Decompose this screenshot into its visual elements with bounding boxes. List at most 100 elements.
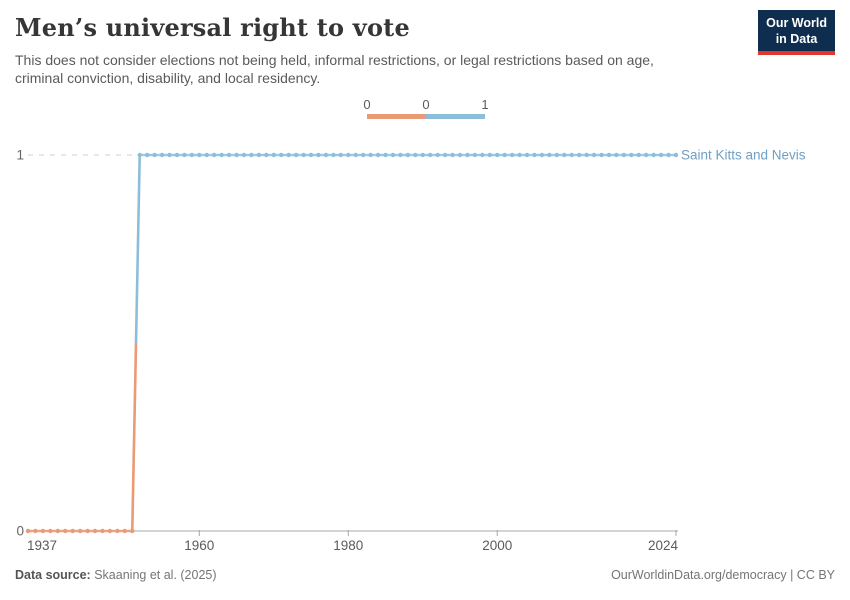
data-source-label: Data source: bbox=[15, 568, 91, 582]
data-point bbox=[442, 152, 448, 158]
data-point bbox=[532, 152, 537, 158]
data-point bbox=[167, 152, 172, 158]
data-point bbox=[390, 152, 396, 158]
data-point bbox=[524, 152, 530, 158]
x-axis-label: 1937 bbox=[27, 538, 57, 553]
data-point bbox=[279, 152, 284, 158]
x-axis-label: 1980 bbox=[333, 538, 363, 553]
credit-link[interactable]: OurWorldinData.org/democracy | CC BY bbox=[611, 568, 835, 582]
data-point bbox=[547, 152, 552, 158]
data-point bbox=[122, 528, 128, 534]
data-point bbox=[606, 152, 612, 158]
data-point bbox=[40, 528, 46, 534]
data-point bbox=[55, 528, 60, 534]
data-point bbox=[33, 528, 38, 534]
data-point bbox=[353, 152, 358, 158]
data-point bbox=[92, 528, 98, 534]
data-point bbox=[159, 152, 165, 158]
data-point bbox=[651, 152, 656, 158]
data-point bbox=[197, 152, 202, 158]
data-point bbox=[85, 528, 90, 534]
y-axis-label: 1 bbox=[16, 148, 24, 163]
legend-swatch-0 bbox=[367, 114, 426, 119]
data-point bbox=[293, 152, 299, 158]
data-point bbox=[219, 152, 224, 158]
data-point bbox=[360, 152, 366, 158]
legend-color-strip bbox=[367, 114, 485, 119]
series-step bbox=[130, 342, 138, 532]
data-point bbox=[226, 152, 232, 158]
data-point bbox=[189, 152, 195, 158]
entity-label[interactable]: Saint Kitts and Nevis bbox=[681, 148, 806, 163]
owid-logo-line1: Our World bbox=[766, 16, 827, 30]
data-point bbox=[405, 152, 411, 158]
data-point bbox=[554, 152, 560, 158]
data-point bbox=[115, 528, 120, 534]
data-point bbox=[368, 152, 373, 158]
series-step bbox=[134, 154, 142, 344]
data-point bbox=[70, 528, 75, 534]
data-point bbox=[182, 152, 187, 158]
legend-tick-label: 1 bbox=[481, 97, 489, 112]
data-point bbox=[77, 528, 83, 534]
y-axis-label: 0 bbox=[16, 524, 24, 539]
data-point bbox=[204, 152, 209, 158]
legend-tick-label: 0 bbox=[363, 97, 371, 112]
data-point bbox=[308, 152, 314, 158]
data-point bbox=[569, 152, 574, 158]
data-point bbox=[346, 152, 351, 158]
data-point bbox=[666, 152, 671, 158]
page-title: Men’s universal right to vote bbox=[15, 13, 410, 42]
data-point bbox=[457, 152, 463, 158]
data-point bbox=[658, 152, 664, 158]
data-point bbox=[576, 152, 582, 158]
owid-logo[interactable]: Our World in Data bbox=[758, 10, 835, 55]
data-point bbox=[450, 152, 455, 158]
data-point bbox=[137, 152, 142, 158]
data-point bbox=[539, 152, 545, 158]
data-point bbox=[271, 152, 276, 158]
data-point bbox=[152, 152, 157, 158]
data-point bbox=[614, 152, 619, 158]
data-point bbox=[591, 152, 597, 158]
legend-swatch-1 bbox=[426, 114, 485, 119]
data-point bbox=[286, 152, 291, 158]
data-point bbox=[63, 528, 68, 534]
data-point bbox=[398, 152, 403, 158]
x-axis-label: 1960 bbox=[184, 538, 214, 553]
data-point bbox=[234, 152, 239, 158]
data-point bbox=[517, 152, 522, 158]
data-point bbox=[301, 152, 306, 158]
data-point bbox=[584, 152, 589, 158]
data-point bbox=[212, 152, 217, 158]
data-point bbox=[249, 152, 254, 158]
value-legend: 0 0 1 bbox=[363, 97, 489, 119]
data-point bbox=[375, 152, 381, 158]
data-point bbox=[264, 152, 269, 158]
data-point bbox=[100, 528, 105, 534]
legend-tick-label: 0 bbox=[422, 97, 430, 112]
data-point bbox=[435, 152, 440, 158]
data-point bbox=[673, 152, 679, 158]
data-point bbox=[487, 152, 492, 158]
chart-subtitle: This does not consider elections not bei… bbox=[15, 52, 654, 87]
data-point bbox=[621, 152, 627, 158]
data-point bbox=[174, 152, 180, 158]
data-point bbox=[48, 528, 53, 534]
data-point bbox=[383, 152, 388, 158]
data-source: Data source: Skaaning et al. (2025) bbox=[15, 568, 217, 582]
data-point bbox=[465, 152, 470, 158]
data-point bbox=[629, 152, 634, 158]
data-source-value: Skaaning et al. (2025) bbox=[94, 568, 217, 582]
data-point bbox=[323, 152, 329, 158]
data-point bbox=[428, 152, 433, 158]
data-point bbox=[338, 152, 344, 158]
data-point bbox=[480, 152, 485, 158]
x-axis-label: 2000 bbox=[482, 538, 512, 553]
data-point bbox=[256, 152, 262, 158]
data-point bbox=[420, 152, 425, 158]
data-point bbox=[331, 152, 336, 158]
data-point bbox=[144, 152, 150, 158]
